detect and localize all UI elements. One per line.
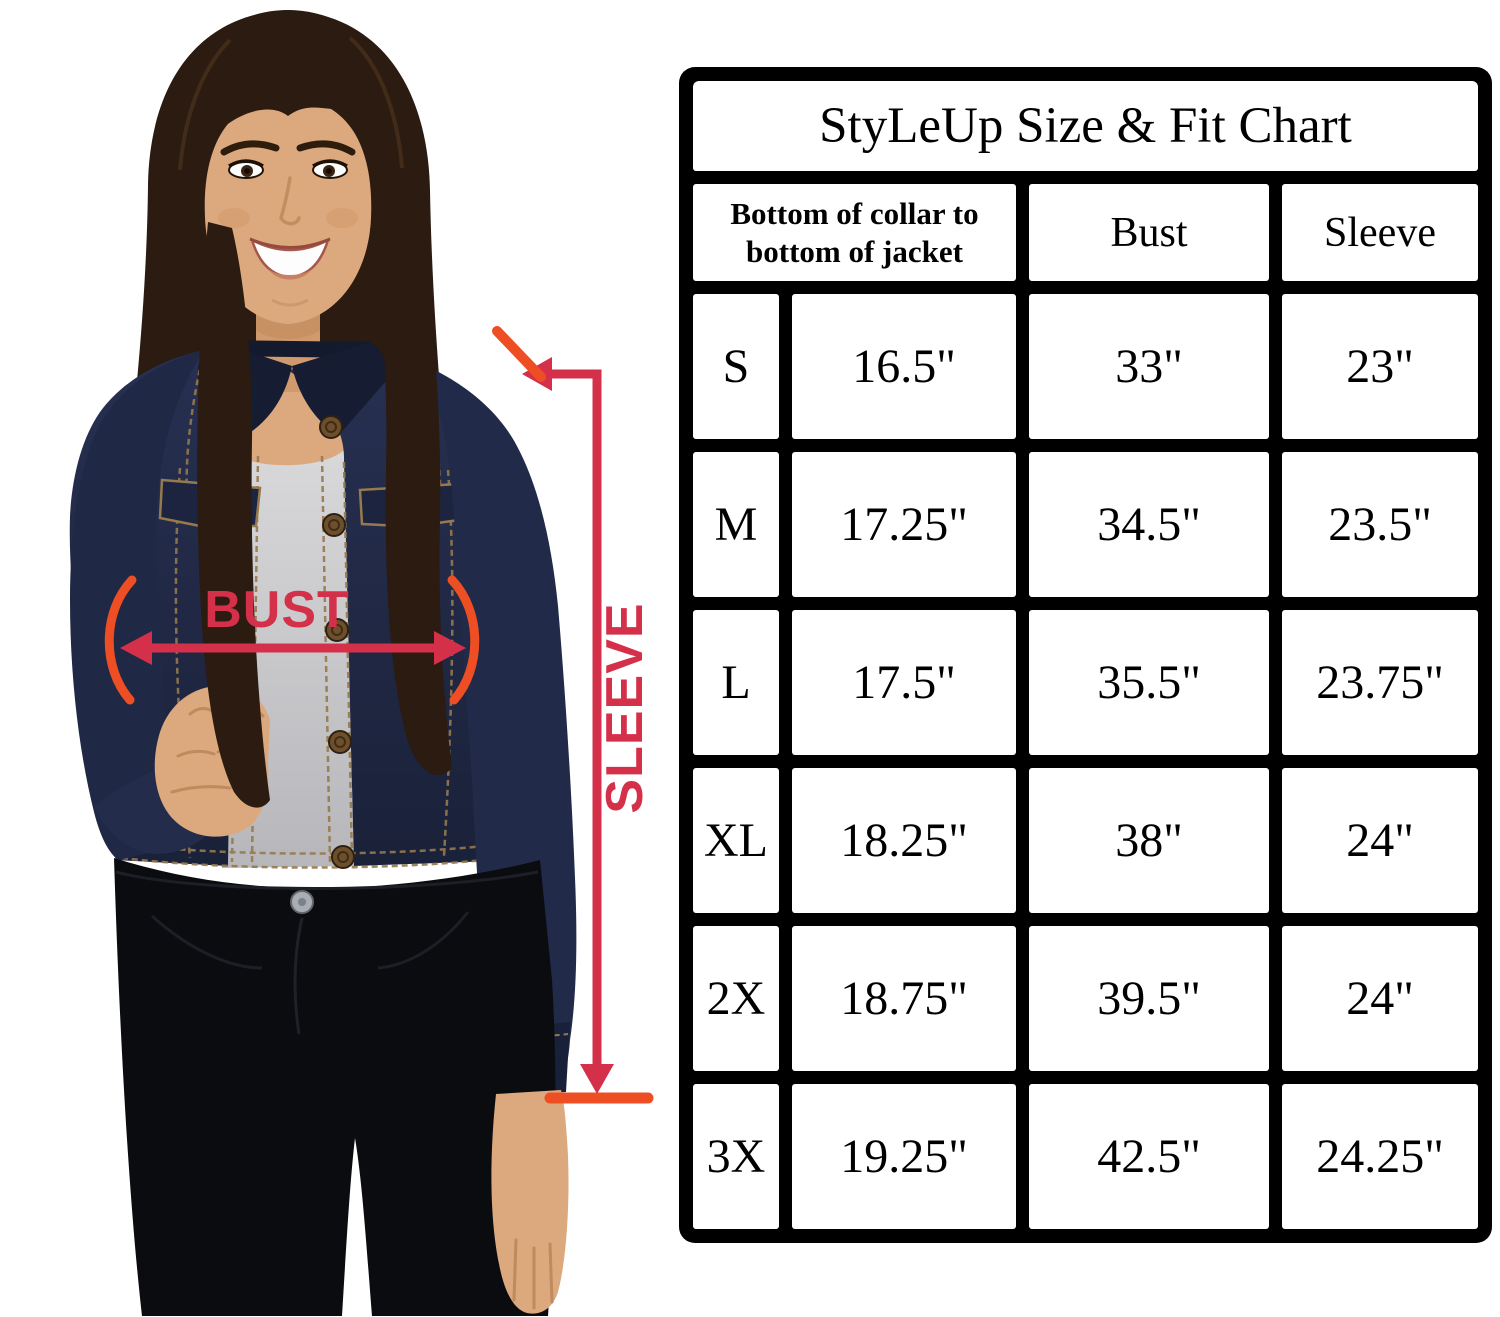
sleeve-value-s: 23"	[1282, 294, 1478, 439]
size-label-l: L	[693, 610, 779, 755]
cheek-left	[218, 208, 250, 228]
column-header-bust: Bust	[1029, 184, 1269, 281]
sleeve-measurement-label: SLEEVE	[596, 602, 654, 814]
bust-value-l: 35.5"	[1029, 610, 1269, 755]
black-jeans	[114, 858, 556, 1316]
left-sleeve-upper	[70, 350, 204, 860]
size-label-3x: 3X	[693, 1084, 779, 1229]
eyebrow-right	[296, 140, 356, 156]
sleeve-value-l: 23.75"	[1282, 610, 1478, 755]
sleeve-shoulder-tick	[492, 326, 546, 382]
bust-value-2x: 39.5"	[1029, 926, 1269, 1071]
bust-value-s: 33"	[1029, 294, 1269, 439]
size-label-xl: XL	[693, 768, 779, 913]
column-header-sleeve: Sleeve	[1282, 184, 1478, 281]
nose	[279, 176, 301, 226]
model-photo-illustration	[69, 10, 654, 1316]
size-label-m: M	[693, 452, 779, 597]
chin-line	[271, 298, 309, 307]
size-chart-panel: StyLeUp Size & Fit Chart Bottom of colla…	[679, 67, 1492, 1243]
sleeve-value-3x: 24.25"	[1282, 1084, 1478, 1229]
chart-title: StyLeUp Size & Fit Chart	[693, 81, 1478, 171]
size-fit-table: StyLeUp Size & Fit Chart Bottom of colla…	[679, 67, 1492, 1243]
column-header-collar-to-jacket: Bottom of collar to bottom of jacket	[693, 184, 1016, 281]
collar-value-2x: 18.75"	[792, 926, 1016, 1071]
eyebrow-left	[220, 140, 280, 156]
bust-arrow	[120, 631, 466, 665]
eye-right	[312, 159, 348, 179]
size-label-s: S	[693, 294, 779, 439]
collar-value-s: 16.5"	[792, 294, 1016, 439]
sleeve-value-m: 23.5"	[1282, 452, 1478, 597]
collar-value-xl: 18.25"	[792, 768, 1016, 913]
bust-left-bracket	[104, 575, 137, 705]
model-photo: BUST SLEEVE	[0, 0, 680, 1317]
bust-value-3x: 42.5"	[1029, 1084, 1269, 1229]
smiling-mouth	[249, 237, 331, 280]
bust-measurement-label: BUST	[204, 581, 350, 639]
bust-right-bracket	[447, 575, 480, 705]
collar-value-3x: 19.25"	[792, 1084, 1016, 1229]
hair-crown	[149, 10, 427, 252]
jacket-buttons	[319, 415, 355, 869]
eye-left	[228, 159, 264, 179]
face	[149, 10, 427, 324]
collar-value-l: 17.5"	[792, 610, 1016, 755]
sleeve-value-xl: 24"	[1282, 768, 1478, 913]
cheek-right	[326, 208, 358, 228]
sleeve-value-2x: 24"	[1282, 926, 1478, 1071]
collar-value-m: 17.25"	[792, 452, 1016, 597]
right-hand	[491, 1090, 569, 1314]
hair-front-strands	[197, 222, 452, 808]
bust-value-m: 34.5"	[1029, 452, 1269, 597]
size-label-2x: 2X	[693, 926, 779, 1071]
bust-value-xl: 38"	[1029, 768, 1269, 913]
